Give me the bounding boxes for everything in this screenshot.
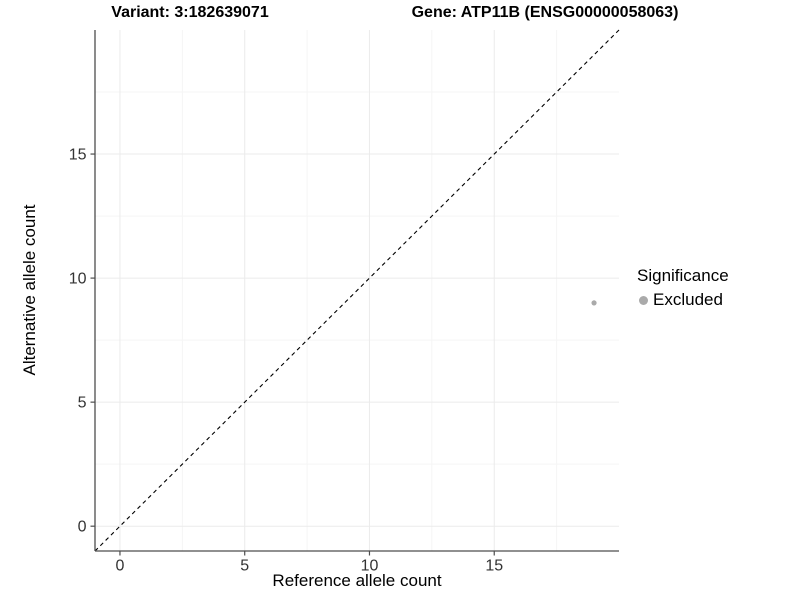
y-tick-label: 5 [78,395,87,412]
x-tick-label: 15 [485,558,503,575]
x-axis-title: Reference allele count [272,571,442,590]
identity-line [94,29,620,552]
y-tick-label: 15 [69,147,87,164]
y-tick-label: 10 [69,271,87,288]
plot-title-variant: Variant: 3:182639071 [111,4,269,21]
y-axis-title: Alternative allele count [20,204,39,376]
legend-item-excluded: Excluded [637,290,729,310]
x-tick-label: 10 [361,558,379,575]
x-tick-label: 5 [240,558,249,575]
x-tick-label: 0 [115,558,124,575]
legend-title: Significance [637,266,729,285]
y-tick-label: 0 [78,519,87,536]
legend: Significance Excluded [637,266,729,310]
data-point [591,300,597,306]
legend-item-label: Excluded [653,290,723,309]
legend-marker-circle-icon [639,295,648,305]
plot-title-gene: Gene: ATP11B (ENSG00000058063) [411,4,679,21]
